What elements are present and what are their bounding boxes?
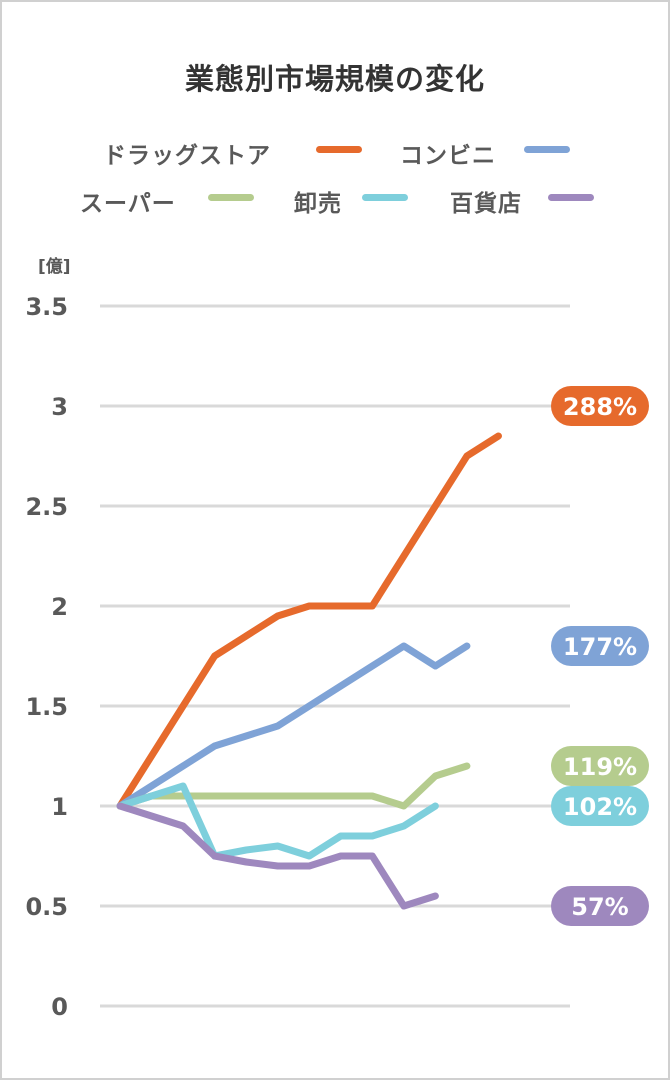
end-label-pill [551,626,649,666]
legend-label-supermarket: スーパー [80,191,176,217]
series-line-0 [116,432,502,810]
y-tick-label: 2.5 [25,493,68,521]
y-tick-label: 1 [51,793,68,821]
y-axis-unit-label: [億] [38,257,71,277]
y-tick-label: 2 [51,593,68,621]
y-tick-label: 3 [51,393,68,421]
end-label-4: 57% [551,886,649,926]
series-line-1 [116,642,471,810]
end-label-0: 288% [551,386,649,426]
end-label-pill [551,746,649,786]
legend-swatch-wholesale [362,194,408,201]
end-label-3: 102% [551,786,649,826]
end-label-pill [551,386,649,426]
end-label-1: 177% [551,626,649,666]
end-label-2: 119% [551,746,649,786]
series-line-2 [116,762,471,810]
legend-swatch-department-store [548,194,594,201]
legend-label-department-store: 百貨店 [450,191,522,217]
end-label-text: 119% [563,753,637,781]
legend-label-convenience: コンビニ [400,143,496,169]
chart-title: 業態別市場規模の変化 [184,62,485,96]
y-tick-label: 1.5 [25,693,68,721]
legend-label-wholesale: 卸売 [294,191,342,217]
series-line-4 [116,802,439,910]
end-label-text: 102% [563,793,637,821]
end-label-pill [551,786,649,826]
legend-swatch-supermarket [208,194,254,201]
end-label-text: 288% [563,393,637,421]
legend-swatch-drugstore [316,146,362,153]
y-tick-label: 0.5 [25,893,68,921]
end-label-text: 177% [563,633,637,661]
y-tick-label: 0 [51,993,68,1021]
end-label-pill [551,886,649,926]
legend-swatch-convenience [524,146,570,153]
series-line-3 [116,782,439,860]
y-tick-label: 3.5 [25,293,68,321]
legend-label-drugstore: ドラッグストア [103,143,271,169]
end-label-text: 57% [571,893,628,921]
